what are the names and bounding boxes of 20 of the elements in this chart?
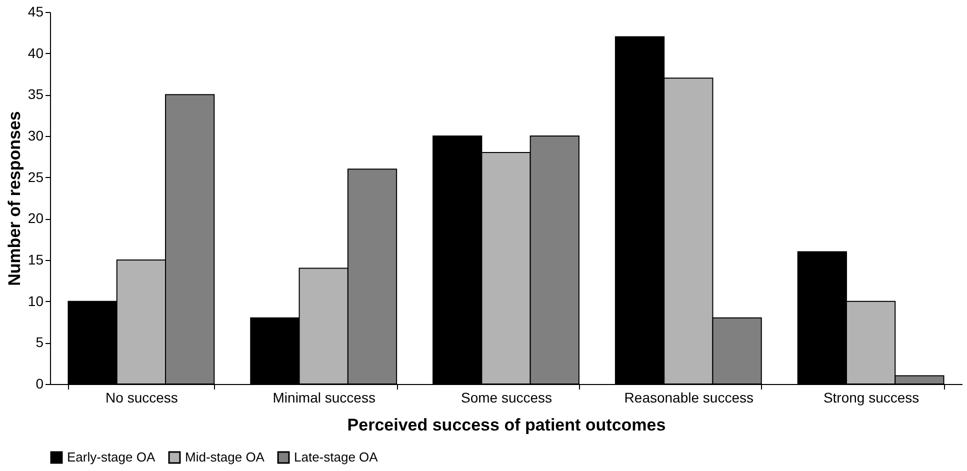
y-tick-label: 0 [36,376,44,392]
y-tick-label: 10 [28,292,44,309]
x-tick-label: Reasonable success [624,390,754,406]
x-tick-label: No success [106,390,178,406]
y-tick-label: 5 [36,334,44,350]
y-tick-label: 20 [28,210,44,226]
legend-label: Mid-stage OA [185,450,265,465]
x-axis-title: Perceived success of patient outcomes [347,416,666,434]
x-tick-label: Strong success [823,390,920,406]
y-tick-label: 45 [28,4,44,20]
x-tick-label: Minimal success [272,390,376,406]
legend-label: Early-stage OA [67,450,156,465]
y-tick-label: 35 [28,86,44,102]
y-tick-label: 40 [28,44,44,61]
y-tick-label: 30 [28,128,44,144]
legend-label: Late-stage OA [294,450,378,465]
y-tick-label: 25 [28,168,44,185]
x-tick-label: Some success [460,390,552,406]
y-tick-label: 15 [28,252,44,268]
y-axis-title: Number of responses [4,111,24,286]
